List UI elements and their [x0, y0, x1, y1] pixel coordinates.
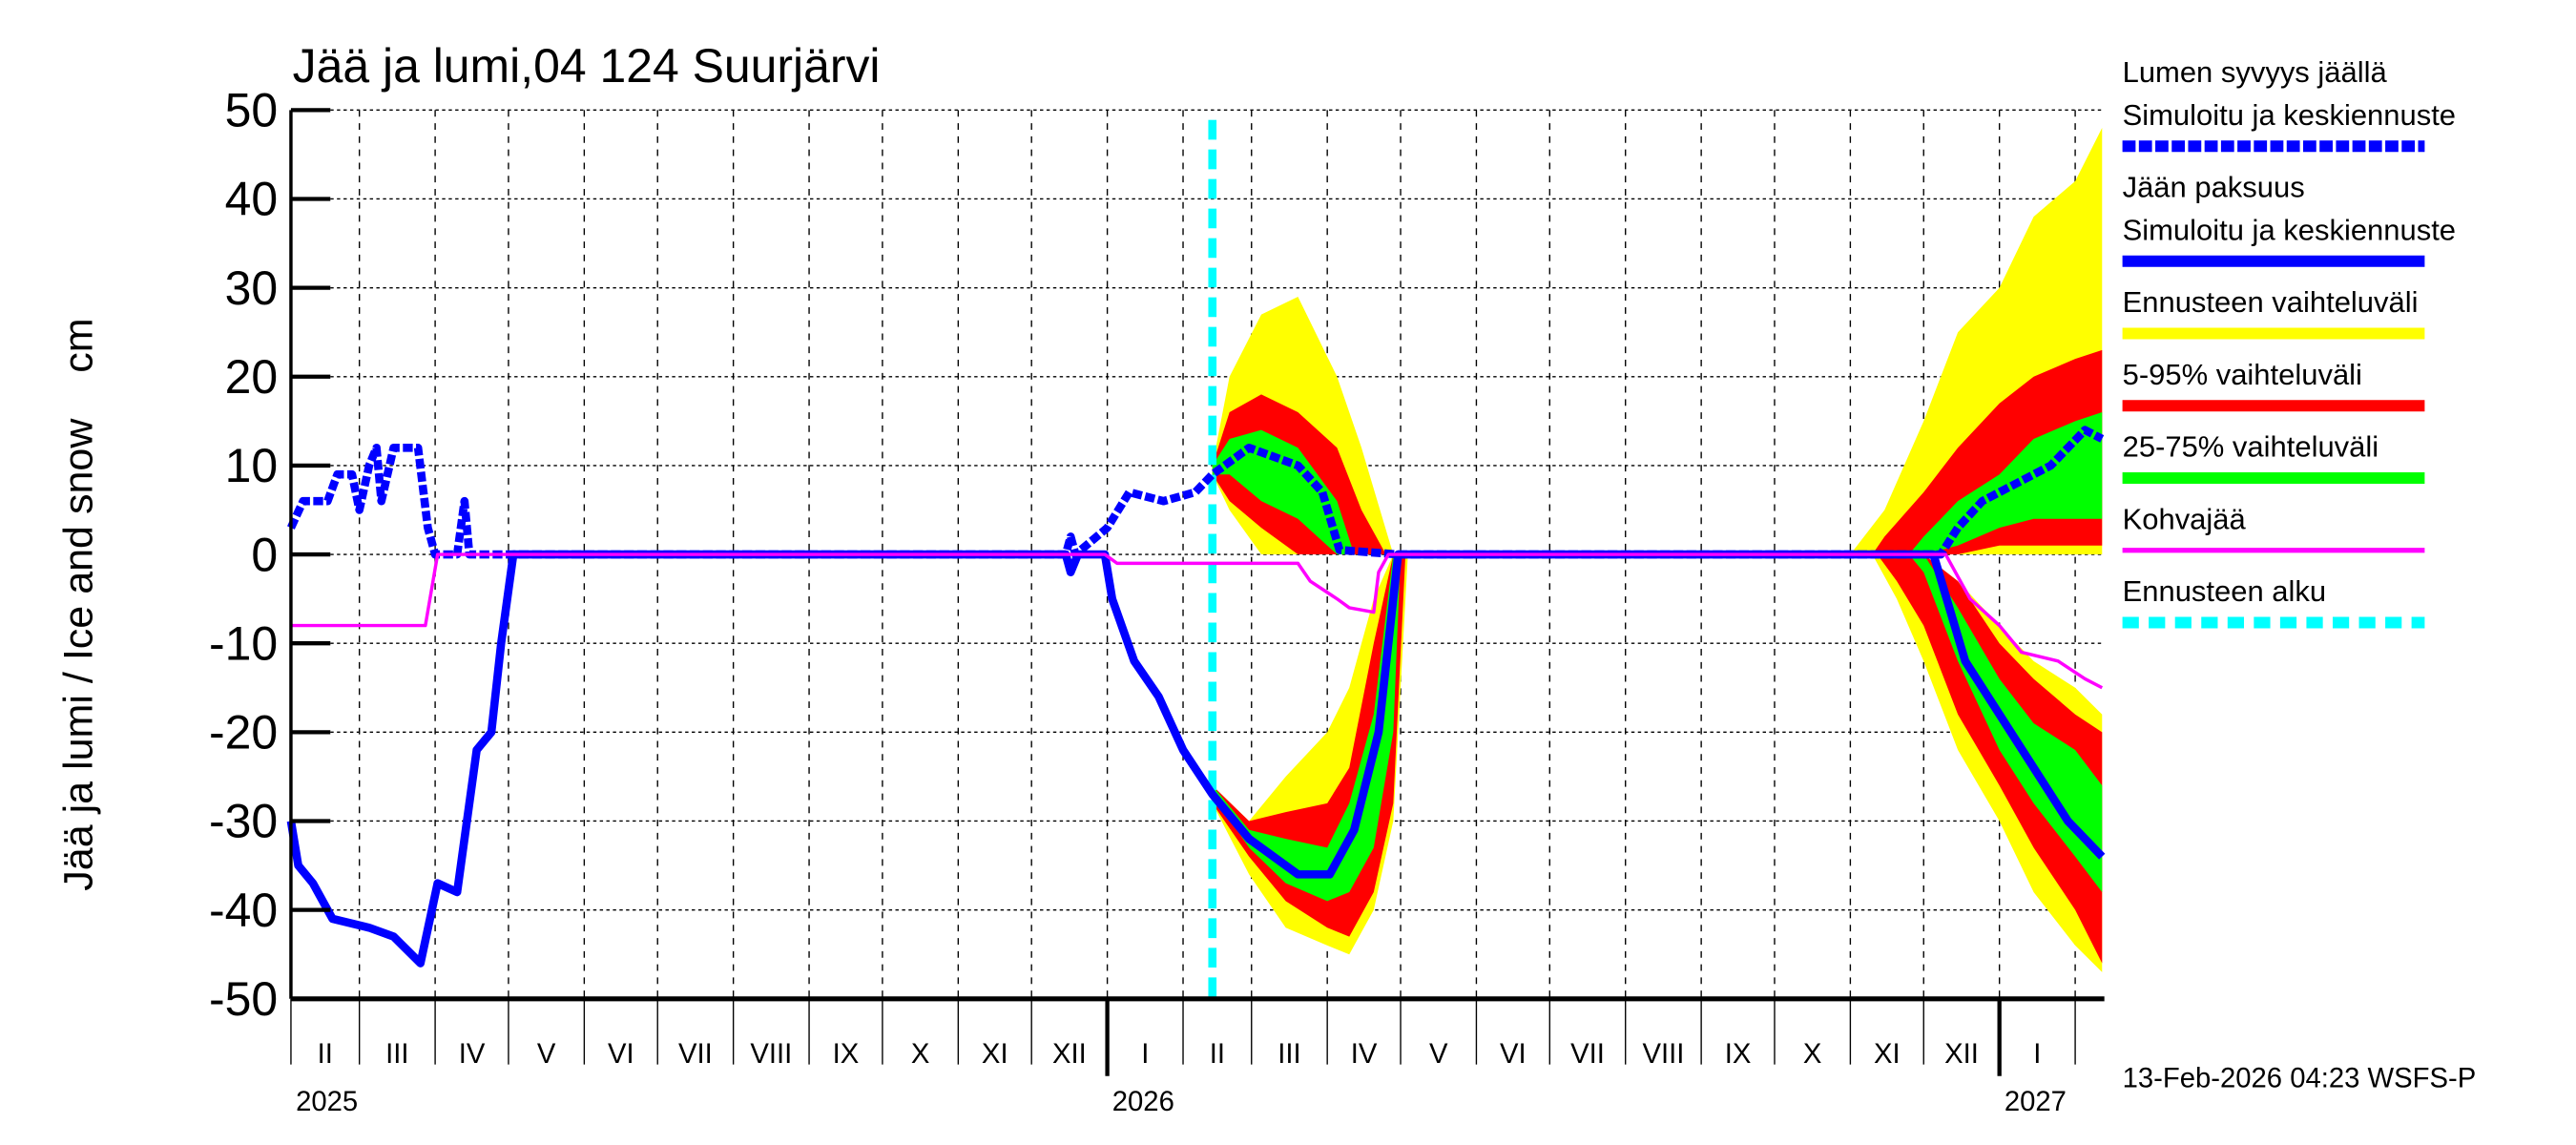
chart-title: Jää ja lumi,04 124 Suurjärvi [293, 39, 881, 93]
band-25-75-vaihteluv-li [1212, 554, 1402, 902]
y-tick-label: -40 [209, 884, 278, 937]
month-label: VI [1500, 1039, 1527, 1070]
month-label: X [911, 1039, 930, 1070]
legend-label: 25-75% vaihteluväli [2123, 430, 2379, 464]
snow-depth-line [287, 426, 2105, 559]
month-label: V [537, 1039, 556, 1070]
month-label: II [1210, 1039, 1225, 1070]
bands [1212, 127, 2103, 972]
year-label: 2027 [2005, 1087, 2067, 1117]
month-label: VIII [750, 1039, 792, 1070]
month-label: III [1278, 1039, 1300, 1070]
band-5-95-vaihteluv-li [1877, 554, 2103, 964]
y-tick-label: 50 [225, 84, 279, 137]
month-label: VI [608, 1039, 634, 1070]
month-label: I [2033, 1039, 2041, 1070]
slush-ice-line [290, 552, 2104, 690]
series-lines [286, 119, 2106, 999]
month-label: II [318, 1039, 333, 1070]
month-label: XII [1052, 1039, 1087, 1070]
y-tick-label: -20 [209, 706, 278, 760]
y-tick-label: 20 [225, 350, 279, 404]
year-label: 2025 [296, 1087, 358, 1117]
y-tick-label: -10 [209, 616, 278, 670]
month-label: III [385, 1039, 408, 1070]
month-label: XI [1874, 1039, 1901, 1070]
legend-label: Lumen syvyys jäällä [2123, 55, 2388, 89]
footer-timestamp: 13-Feb-2026 04:23 WSFS-P [2123, 1064, 2477, 1094]
year-label: 2026 [1112, 1087, 1174, 1117]
y-tick-label: 30 [225, 261, 279, 315]
y-tick-label: 10 [225, 439, 279, 492]
month-label: VIII [1642, 1039, 1684, 1070]
legend-label: Kohvajää [2123, 502, 2247, 535]
month-label: XI [982, 1039, 1008, 1070]
month-label: VII [678, 1039, 713, 1070]
month-label: IV [1351, 1039, 1378, 1070]
y-tick-label: -50 [209, 972, 278, 1026]
month-label: IX [1725, 1039, 1752, 1070]
legend-label: Jään paksuus [2123, 171, 2305, 204]
month-label: IV [459, 1039, 486, 1070]
legend-label-sub: Simuloitu ja keskiennuste [2123, 98, 2456, 132]
month-label: IX [833, 1039, 860, 1070]
legend-label: Ennusteen vaihteluväli [2123, 285, 2419, 319]
legend-label: Ennusteen alku [2123, 574, 2327, 608]
month-label: XII [1944, 1039, 1979, 1070]
y-tick-label: 0 [251, 528, 278, 581]
band-25-75-vaihteluv-li [1908, 412, 2103, 555]
grid [290, 109, 2105, 1000]
y-tick-label: 40 [225, 173, 279, 226]
y-axis-label: Jää ja lumi / Ice and snow cm [56, 318, 102, 890]
y-tick-label: -30 [209, 795, 278, 848]
month-label: V [1429, 1039, 1448, 1070]
band-25-75-vaihteluv-li [1212, 429, 1355, 555]
month-label: I [1141, 1039, 1149, 1070]
month-label: X [1803, 1039, 1822, 1070]
legend-label-sub: Simuloitu ja keskiennuste [2123, 213, 2456, 246]
legend-label: 5-95% vaihteluväli [2123, 358, 2362, 391]
month-label: VII [1570, 1039, 1605, 1070]
legend: Lumen syvyys jäällä Simuloitu ja keskienn… [2122, 55, 2456, 629]
